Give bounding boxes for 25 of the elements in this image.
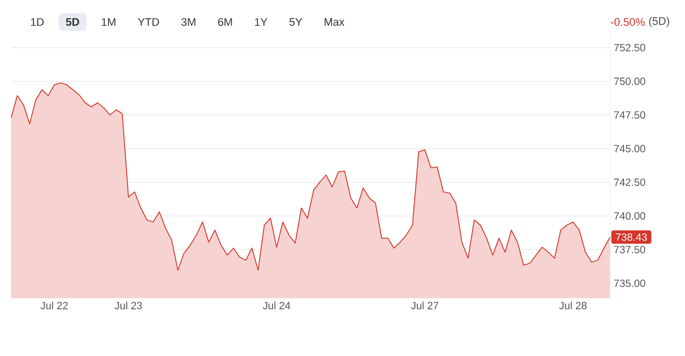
y-tick-label: 750.00: [614, 78, 646, 85]
y-tick-label: 745.00: [614, 144, 646, 152]
y-tick-label: 752.50: [614, 44, 646, 52]
y-tick-label: 737.50: [614, 246, 646, 254]
text: 6M: [218, 18, 232, 26]
text: 1D: [31, 18, 44, 26]
y-tick-label: 740.00: [614, 212, 646, 220]
text: 1M: [102, 18, 116, 26]
text: YTD: [138, 18, 160, 26]
x-tick-label: Jul 27: [411, 302, 438, 310]
x-tick-label: Jul 24: [262, 302, 290, 310]
text: 1Y: [255, 18, 268, 26]
text: -0.50%: [610, 18, 645, 26]
x-tick-label: Jul 28: [559, 302, 587, 310]
y-tick-label: 735.00: [614, 280, 646, 287]
x-tick-label: Jul 23: [114, 302, 142, 310]
annotation: 738.43: [616, 233, 647, 241]
text: 3M: [181, 18, 196, 26]
x-tick-label: Jul 22: [40, 302, 68, 310]
text: (5D): [649, 16, 670, 28]
y-tick-label: 742.50: [614, 178, 646, 186]
text: 5Y: [289, 18, 302, 26]
y-tick-label: 747.50: [614, 111, 646, 119]
text: Max: [324, 18, 344, 26]
text: 5D: [66, 18, 80, 26]
